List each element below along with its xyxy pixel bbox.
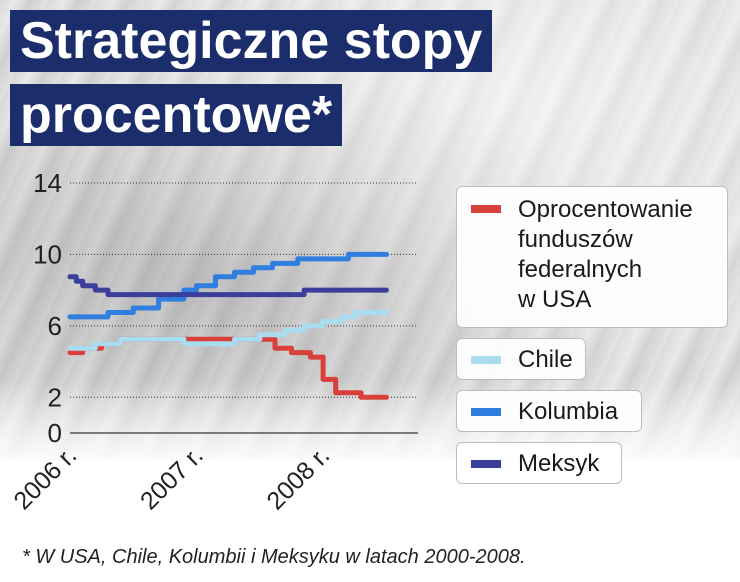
y-tick-label: 6 <box>48 311 62 341</box>
series-lines <box>67 251 389 400</box>
x-tick-label: 2008 r. <box>261 441 335 515</box>
x-tick-label: 2006 r. <box>8 441 82 515</box>
legend-label-usa-line-1: Oprocentowanie <box>518 196 693 223</box>
legend-label-usa-line-4: w USA <box>518 286 592 313</box>
y-tick-label: 10 <box>33 239 62 269</box>
y-axis-ticks: 0 2 6 10 14 <box>33 168 62 448</box>
series-line-1 <box>67 310 389 351</box>
legend-item-meksyk: Meksyk <box>456 442 622 484</box>
x-tick-label: 2007 r. <box>135 441 209 515</box>
legend-label-usa-line-2: funduszów <box>518 226 633 253</box>
line-chart: 0 2 6 10 14 2006 r. 2007 r. 2008 r. <box>8 168 418 515</box>
legend-swatch-meksyk <box>471 460 501 468</box>
footnote: * W USA, Chile, Kolumbii i Meksyku w lat… <box>22 546 526 568</box>
legend-swatch-kolumbia <box>471 408 501 416</box>
y-tick-label: 0 <box>48 418 62 448</box>
legend-label-usa-line-3: federalnych <box>518 256 643 283</box>
legend-label-chile: Chile <box>518 346 573 373</box>
legend-label-meksyk: Meksyk <box>518 450 600 477</box>
legend-item-chile: Chile <box>456 338 586 380</box>
legend-swatch-usa <box>471 205 501 213</box>
legend-item-kolumbia: Kolumbia <box>456 390 642 432</box>
series-line-3 <box>67 274 389 298</box>
series-line-2 <box>67 251 389 320</box>
legend-item-usa: Oprocentowanie funduszów federalnych w U… <box>456 186 728 328</box>
y-tick-label: 14 <box>33 168 62 198</box>
legend-swatch-chile <box>471 356 501 364</box>
series-line-0 <box>67 336 389 400</box>
title-line-2: procentowe* <box>10 84 343 146</box>
y-tick-label: 2 <box>48 382 62 412</box>
x-axis-ticks: 2006 r. 2007 r. 2008 r. <box>8 441 335 515</box>
grid-lines <box>70 182 418 434</box>
legend-label-kolumbia: Kolumbia <box>518 398 619 425</box>
title-line-1: Strategiczne stopy <box>10 10 493 72</box>
